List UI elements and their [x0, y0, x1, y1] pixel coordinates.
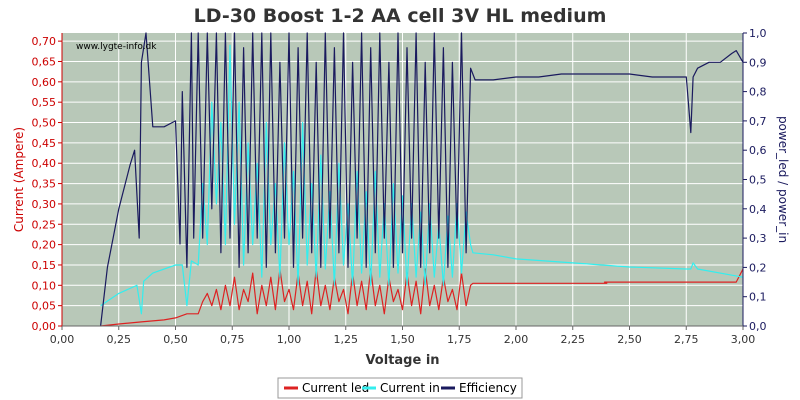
x-tick-label: 0,25 — [107, 333, 132, 346]
y-tick-label-left: 0,05 — [32, 300, 57, 313]
y-tick-label-left: 0,00 — [32, 320, 57, 333]
y-tick-label-left: 0,35 — [32, 178, 57, 191]
y-tick-label-left: 0,60 — [32, 76, 57, 89]
y-axis-label-left: Current (Ampere) — [12, 127, 26, 232]
y-tick-label-left: 0,70 — [32, 35, 57, 48]
y-tick-label-left: 0,30 — [32, 198, 57, 211]
x-tick-label: 2,50 — [617, 333, 642, 346]
legend-label: Current led — [302, 381, 369, 395]
x-axis-label: Voltage in — [365, 353, 439, 368]
series-current-led — [100, 268, 744, 327]
y-tick-label-left: 0,40 — [32, 157, 57, 170]
legend: Current led Current in Efficiency — [277, 377, 523, 399]
y-tick-label-right: 0,2 — [749, 261, 767, 274]
y-tick-label-right: 0,5 — [749, 174, 767, 187]
y-tick-label-right: 0,3 — [749, 232, 767, 245]
y-tick-label-left: 0,15 — [32, 259, 57, 272]
y-tick-label-right: 0,1 — [749, 291, 767, 304]
axes: 0,00 0,25 0,50 0,75 1,00 1,25 1,50 1,75 2,00 2,25… — [32, 27, 767, 346]
x-tick-label: 1,75 — [447, 333, 472, 346]
x-tick-label: 0,75 — [220, 333, 245, 346]
x-tick-label: 1,25 — [334, 333, 359, 346]
y-tick-label-right: 0,9 — [749, 56, 767, 69]
y-tick-label-right: 0,0 — [749, 320, 767, 333]
y-tick-label-right: 0,7 — [749, 115, 767, 128]
y-axis-label-right: power_led / power_in — [776, 116, 790, 243]
x-tick-label: 0,00 — [50, 333, 75, 346]
legend-label: Efficiency — [459, 381, 517, 395]
x-tick-label: 3,00 — [731, 333, 756, 346]
y-tick-label-right: 0,6 — [749, 144, 767, 157]
y-tick-label-left: 0,55 — [32, 96, 57, 109]
x-tick-label: 2,00 — [504, 333, 529, 346]
y-tick-label-left: 0,25 — [32, 218, 57, 231]
watermark-text: www.lygte-info.dk — [76, 42, 157, 52]
y-tick-label-left: 0,45 — [32, 137, 57, 150]
legend-box — [277, 377, 523, 399]
y-tick-label-right: 1,0 — [749, 27, 767, 40]
series-layer — [100, 32, 744, 327]
y-tick-label-left: 0,50 — [32, 117, 57, 130]
series-efficiency — [100, 32, 744, 327]
y-tick-label-left: 0,10 — [32, 279, 57, 292]
x-tick-label: 2,25 — [561, 333, 586, 346]
x-tick-label: 1,50 — [390, 333, 415, 346]
y-tick-label-right: 0,8 — [749, 86, 767, 99]
y-tick-label-left: 0,65 — [32, 55, 57, 68]
legend-label: Current in — [380, 381, 440, 395]
y-tick-label-right: 0,4 — [749, 203, 767, 216]
y-tick-label-left: 0,20 — [32, 239, 57, 252]
x-tick-label: 2,75 — [674, 333, 699, 346]
x-tick-label: 0,50 — [163, 333, 188, 346]
chart-title: LD-30 Boost 1-2 AA cell 3V HL medium — [194, 5, 607, 27]
x-tick-label: 1,00 — [277, 333, 302, 346]
